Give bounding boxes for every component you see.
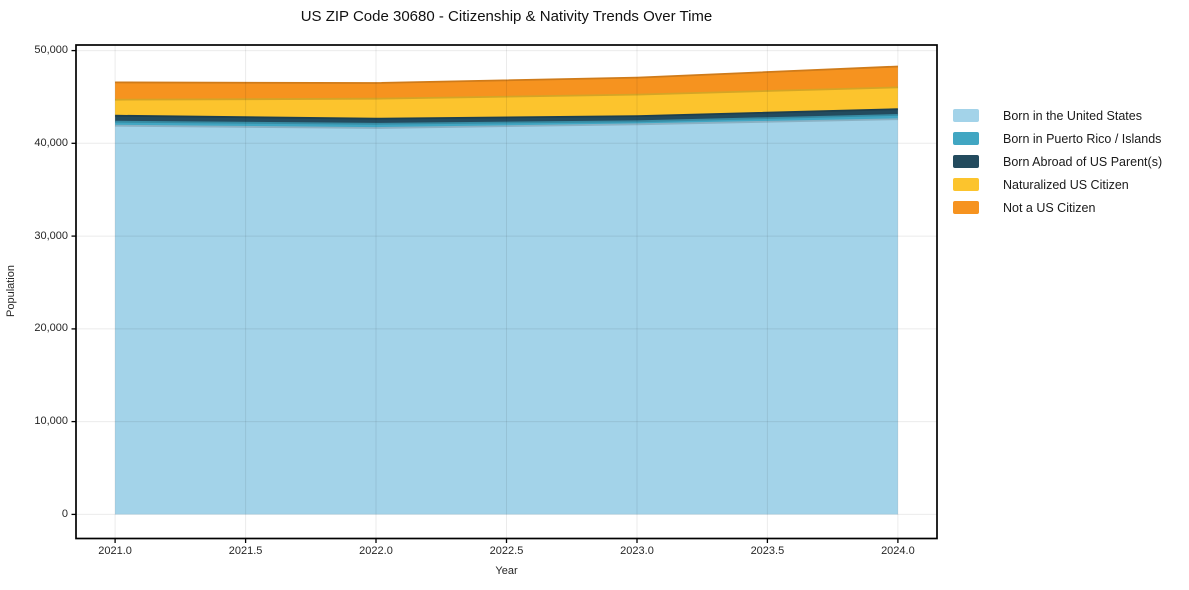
chart-title: US ZIP Code 30680 - Citizenship & Nativi…: [300, 8, 713, 25]
area-series: [115, 114, 898, 128]
legend-swatch-icon: [953, 155, 979, 168]
legend-item: Born in the United States: [953, 104, 1162, 127]
area-edge: [115, 108, 898, 120]
x-tick-label: 2024.0: [881, 545, 915, 557]
legend-label: Naturalized US Citizen: [1003, 177, 1129, 192]
area-series: [115, 109, 898, 124]
legend-swatch-icon: [953, 109, 979, 122]
legend-swatch-icon: [953, 132, 979, 145]
y-tick-label: 10,000: [34, 415, 68, 428]
legend-item: Born in Puerto Rico / Islands: [953, 127, 1162, 150]
x-tick-label: 2022.0: [359, 545, 393, 557]
area-edge: [115, 114, 898, 125]
y-tick-label: 30,000: [34, 229, 68, 242]
area-edge: [115, 118, 898, 129]
legend-item: Not a US Citizen: [953, 196, 1162, 219]
legend-label: Born in the United States: [1003, 108, 1142, 123]
y-axis-label: Population: [5, 265, 17, 317]
legend-label: Born Abroad of US Parent(s): [1003, 154, 1163, 169]
x-tick-label: 2021.0: [98, 545, 132, 557]
y-tick-label: 40,000: [34, 136, 68, 149]
x-tick-label: 2023.5: [750, 545, 785, 557]
legend: Born in the United States Born in Puerto …: [953, 104, 1162, 219]
x-tick-label: 2021.5: [228, 545, 263, 557]
area-series: [115, 119, 898, 515]
y-tick-label: 20,000: [34, 322, 68, 335]
legend-swatch-icon: [953, 201, 979, 214]
legend-item: Naturalized US Citizen: [953, 173, 1162, 196]
y-tick-label: 50,000: [34, 44, 68, 57]
area-series: [115, 87, 898, 119]
area-series: [115, 66, 898, 100]
area-edge: [115, 65, 898, 84]
legend-label: Not a US Citizen: [1003, 200, 1096, 215]
legend-swatch-icon: [953, 178, 979, 191]
x-tick-label: 2023.0: [620, 545, 654, 557]
legend-item: Born Abroad of US Parent(s): [953, 150, 1162, 173]
legend-label: Born in Puerto Rico / Islands: [1003, 131, 1162, 146]
y-tick-label: 0: [61, 507, 68, 520]
x-tick-label: 2022.5: [489, 545, 524, 557]
area-edge: [115, 86, 898, 101]
x-axis-label: Year: [495, 565, 518, 577]
